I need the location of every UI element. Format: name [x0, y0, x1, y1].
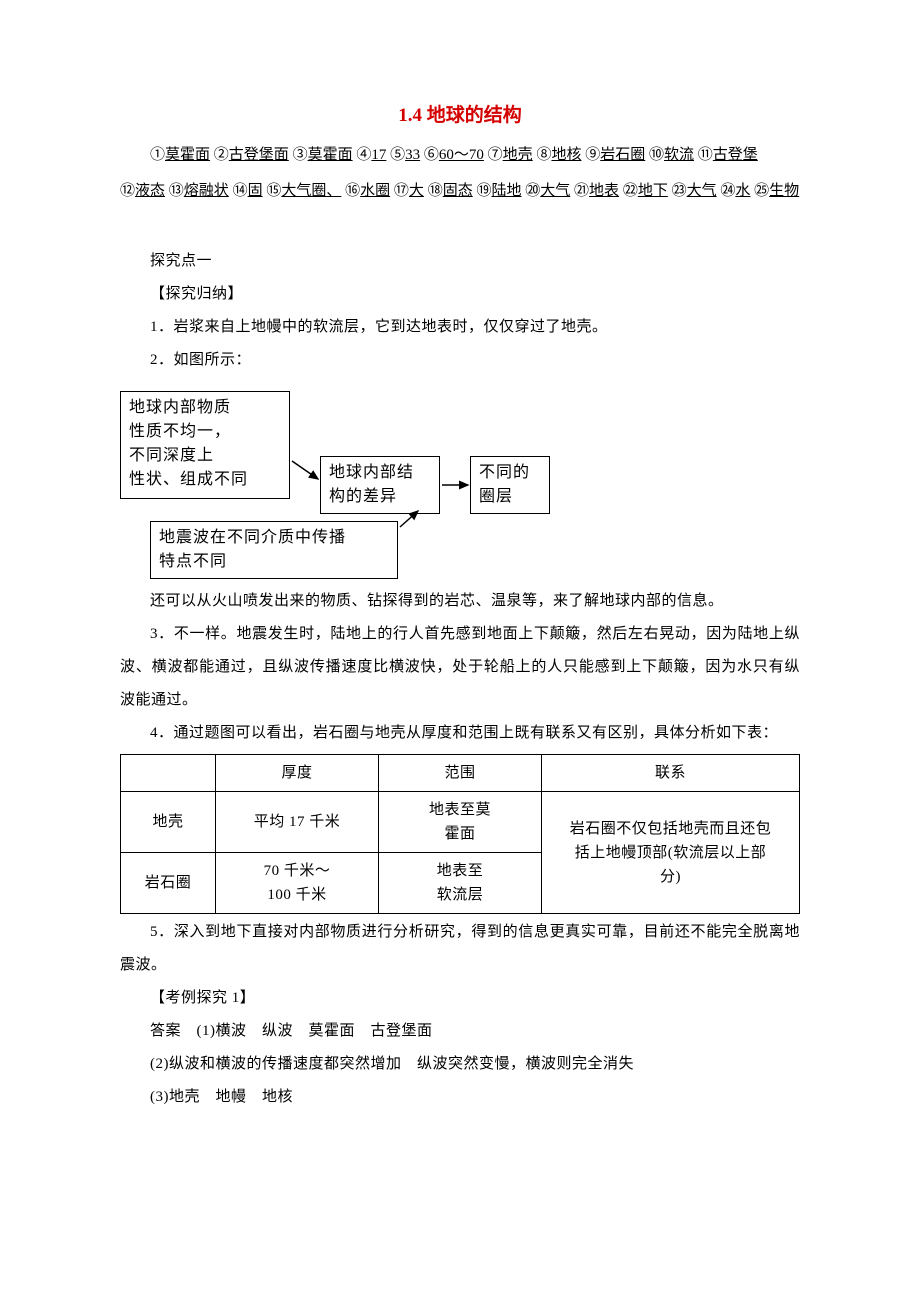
- cell-text: 括上地幔顶部(软流层以上部: [575, 845, 767, 861]
- cell-lithosphere-range: 地表至 软流层: [379, 853, 542, 914]
- fill-item: ⑰大: [394, 183, 424, 199]
- paragraph-5: 4．通过题图可以看出，岩石圈与地壳从厚度和范围上既有联系又有区别，具体分析如下表…: [120, 717, 800, 750]
- cell-crust-label: 地壳: [121, 792, 216, 853]
- table-header-row: 厚度 范围 联系: [121, 755, 800, 792]
- fill-item: ⑥60～70: [424, 147, 484, 163]
- paragraph-4: 3．不一样。地震发生时，陆地上的行人首先感到地面上下颠簸，然后左右晃动，因为陆地…: [120, 618, 800, 717]
- fill-item: ⑩软流: [649, 147, 694, 163]
- cell-lithosphere-label: 岩石圈: [121, 853, 216, 914]
- blank-fill-list: ①莫霍面 ②古登堡面 ③莫霍面 ④17 ⑤33 ⑥60～70 ⑦地壳 ⑧地核 ⑨…: [120, 137, 800, 209]
- example-heading: 【考例探究 1】: [120, 982, 800, 1015]
- fill-item: ㉓大气: [672, 183, 717, 199]
- paragraph-1: 1．岩浆来自上地幔中的软流层，它到达地表时，仅仅穿过了地壳。: [120, 311, 800, 344]
- th-blank: [121, 755, 216, 792]
- fill-item: ㉔水: [720, 183, 750, 199]
- inquiry-point-heading: 探究点一: [120, 245, 800, 278]
- cell-text: 地表至莫: [429, 802, 491, 818]
- paragraph-2: 2．如图所示：: [120, 344, 800, 377]
- diagram-arrows: [120, 391, 580, 581]
- inquiry-summary-heading: 【探究归纳】: [120, 278, 800, 311]
- main-section: 探究点一 【探究归纳】 1．岩浆来自上地幔中的软流层，它到达地表时，仅仅穿过了地…: [120, 245, 800, 1114]
- fill-item: ⑱固态: [428, 183, 473, 199]
- th-thickness: 厚度: [216, 755, 379, 792]
- fill-item: ⑪古登堡: [698, 147, 758, 163]
- answer-2: (2)纵波和横波的传播速度都突然增加 纵波突然变慢，横波则完全消失: [120, 1048, 800, 1081]
- fill-item: ⑦地壳: [488, 147, 533, 163]
- cell-crust-range: 地表至莫 霍面: [379, 792, 542, 853]
- answers-block: 【考例探究 1】 答案 (1)横波 纵波 莫霍面 古登堡面 (2)纵波和横波的传…: [120, 982, 800, 1114]
- flow-diagram: 地球内部物质性质不均一，不同深度上性状、组成不同 地震波在不同介质中传播特点不同…: [120, 391, 800, 581]
- cell-relationship: 岩石圈不仅包括地壳而且还包 括上地幔顶部(软流层以上部 分): [541, 792, 799, 914]
- fill-item: ⑬熔融状: [169, 183, 229, 199]
- fill-item: ㉒地下: [623, 183, 668, 199]
- paragraph-3: 还可以从火山喷发出来的物质、钻探得到的岩芯、温泉等，来了解地球内部的信息。: [120, 585, 800, 618]
- fill-item: ⑧地核: [536, 147, 581, 163]
- fill-item: ②古登堡面: [214, 147, 289, 163]
- fill-item: ⑫液态: [120, 183, 165, 199]
- comparison-table: 厚度 范围 联系 地壳 平均 17 千米 地表至莫 霍面 岩石圈不仅包括地壳而且…: [120, 754, 800, 914]
- cell-text: 岩石圈不仅包括地壳而且还包: [570, 821, 772, 837]
- fill-item: ⑤33: [390, 147, 420, 163]
- cell-lithosphere-thickness: 70 千米～ 100 千米: [216, 853, 379, 914]
- fill-item: ⑳大气: [525, 183, 570, 199]
- fill-item: ㉕生物: [754, 183, 799, 199]
- cell-text: 100 千米: [267, 887, 326, 903]
- table-row: 地壳 平均 17 千米 地表至莫 霍面 岩石圈不仅包括地壳而且还包 括上地幔顶部…: [121, 792, 800, 853]
- cell-text: 分): [660, 869, 681, 885]
- fill-item: ㉑地表: [574, 183, 619, 199]
- answer-1: 答案 (1)横波 纵波 莫霍面 古登堡面: [120, 1015, 800, 1048]
- fill-item: ③莫霍面: [293, 147, 353, 163]
- fill-item: ⑲陆地: [476, 183, 521, 199]
- fill-item: ⑨岩石圈: [585, 147, 645, 163]
- fill-item: ④17: [356, 147, 386, 163]
- th-link: 联系: [541, 755, 799, 792]
- th-range: 范围: [379, 755, 542, 792]
- paragraph-6: 5．深入到地下直接对内部物质进行分析研究，得到的信息更真实可靠，目前还不能完全脱…: [120, 916, 800, 982]
- cell-text: 霍面: [444, 826, 475, 842]
- fill-item: ⑮大气圈、: [266, 183, 341, 199]
- fill-item: ①莫霍面: [150, 147, 210, 163]
- cell-crust-thickness: 平均 17 千米: [216, 792, 379, 853]
- answer-3: (3)地壳 地幔 地核: [120, 1081, 800, 1114]
- cell-text: 地表至: [437, 863, 484, 879]
- cell-text: 软流层: [437, 887, 484, 903]
- fill-item: ⑭固: [233, 183, 263, 199]
- page-title: 1.4 地球的结构: [120, 100, 800, 127]
- cell-text: 70 千米～: [264, 863, 331, 879]
- fill-item: ⑯水圈: [345, 183, 390, 199]
